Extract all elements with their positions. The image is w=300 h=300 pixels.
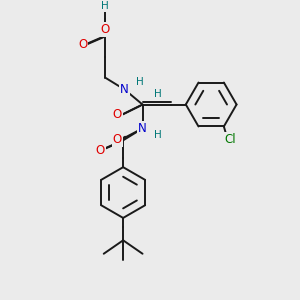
Text: H: H — [154, 89, 161, 99]
Text: O: O — [112, 133, 122, 146]
Text: Cl: Cl — [224, 134, 236, 146]
Text: H: H — [101, 1, 109, 11]
Text: N: N — [138, 122, 147, 135]
Text: N: N — [120, 83, 129, 96]
Text: H: H — [136, 77, 143, 87]
Text: O: O — [78, 38, 88, 51]
Text: O: O — [95, 144, 105, 157]
Text: O: O — [100, 23, 110, 36]
Text: O: O — [112, 109, 122, 122]
Text: H: H — [154, 130, 161, 140]
